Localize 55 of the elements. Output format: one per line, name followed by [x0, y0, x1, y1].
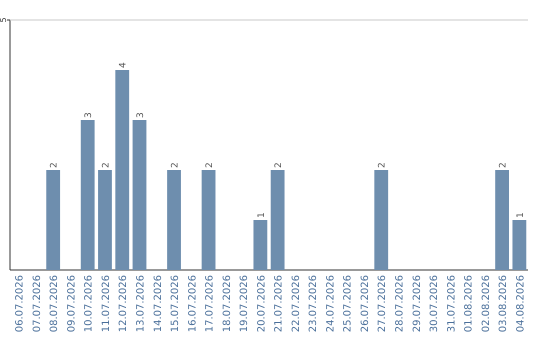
x-tick-label: 03.08.2026	[498, 275, 510, 332]
data-label: 2	[274, 162, 284, 168]
bar	[512, 220, 526, 270]
x-tick-label: 18.07.2026	[222, 275, 233, 332]
x-tick-label: 08.07.2026	[49, 275, 60, 332]
x-tick-label: 04.08.2026	[515, 275, 526, 332]
x-tick-label: 10.07.2026	[84, 275, 95, 332]
x-tick-label: 27.07.2026	[377, 275, 388, 332]
x-tick-label: 15.07.2026	[170, 275, 182, 332]
x-tick-label: 25.07.2026	[342, 275, 354, 332]
x-tick-label: 20.07.2026	[256, 275, 268, 332]
bar	[495, 170, 510, 270]
x-tick-label: 11.07.2026	[100, 275, 112, 332]
bar	[270, 170, 285, 270]
x-tick-label: 23.07.2026	[308, 275, 320, 332]
bar	[167, 170, 181, 270]
x-tick-label: 28.07.2026	[394, 275, 406, 332]
x-tick-label: 09.07.2026	[66, 275, 78, 332]
x-tick-label: 13.07.2026	[136, 275, 146, 332]
data-label: 3	[136, 112, 146, 118]
data-label: 2	[498, 162, 509, 168]
data-label: 2	[101, 162, 112, 168]
x-tick-label: 01.08.2026	[464, 275, 475, 332]
x-tick-label: 16.07.2026	[187, 275, 198, 332]
data-label: 2	[378, 162, 388, 168]
x-tick-label: 29.07.2026	[412, 275, 423, 332]
x-tick-label: 22.07.2026	[290, 275, 302, 332]
x-tick-label: 17.07.2026	[204, 275, 216, 332]
x-tick-label: 19.07.2026	[239, 275, 250, 332]
bar	[80, 120, 95, 270]
bar	[374, 170, 388, 270]
x-tick-label: 30.07.2026	[429, 275, 440, 332]
bar	[132, 120, 146, 270]
x-tick-label: 02.08.2026	[480, 275, 492, 332]
x-tick-label: 24.07.2026	[325, 275, 336, 332]
bar	[115, 70, 130, 270]
x-tick-label: 14.07.2026	[152, 275, 164, 332]
data-label: 1	[516, 212, 526, 218]
y-tick-label: 5	[0, 17, 8, 23]
data-label: 4	[118, 62, 129, 68]
data-label: 2	[205, 162, 216, 168]
x-tick-label: 07.07.2026	[32, 275, 43, 332]
x-tick-label: 06.07.2026	[14, 275, 26, 332]
x-tick-label: 21.07.2026	[274, 275, 285, 332]
bar	[202, 170, 216, 270]
x-tick-label: 12.07.2026	[118, 275, 130, 332]
bar	[253, 220, 268, 270]
data-label: 2	[50, 162, 60, 168]
data-label: 3	[84, 112, 94, 118]
bar	[98, 170, 112, 270]
x-tick-label: 31.07.2026	[446, 275, 458, 332]
x-tick-label: 26.07.2026	[360, 275, 371, 332]
data-label: 1	[256, 212, 267, 218]
data-label: 2	[170, 162, 181, 168]
bar	[46, 170, 60, 270]
